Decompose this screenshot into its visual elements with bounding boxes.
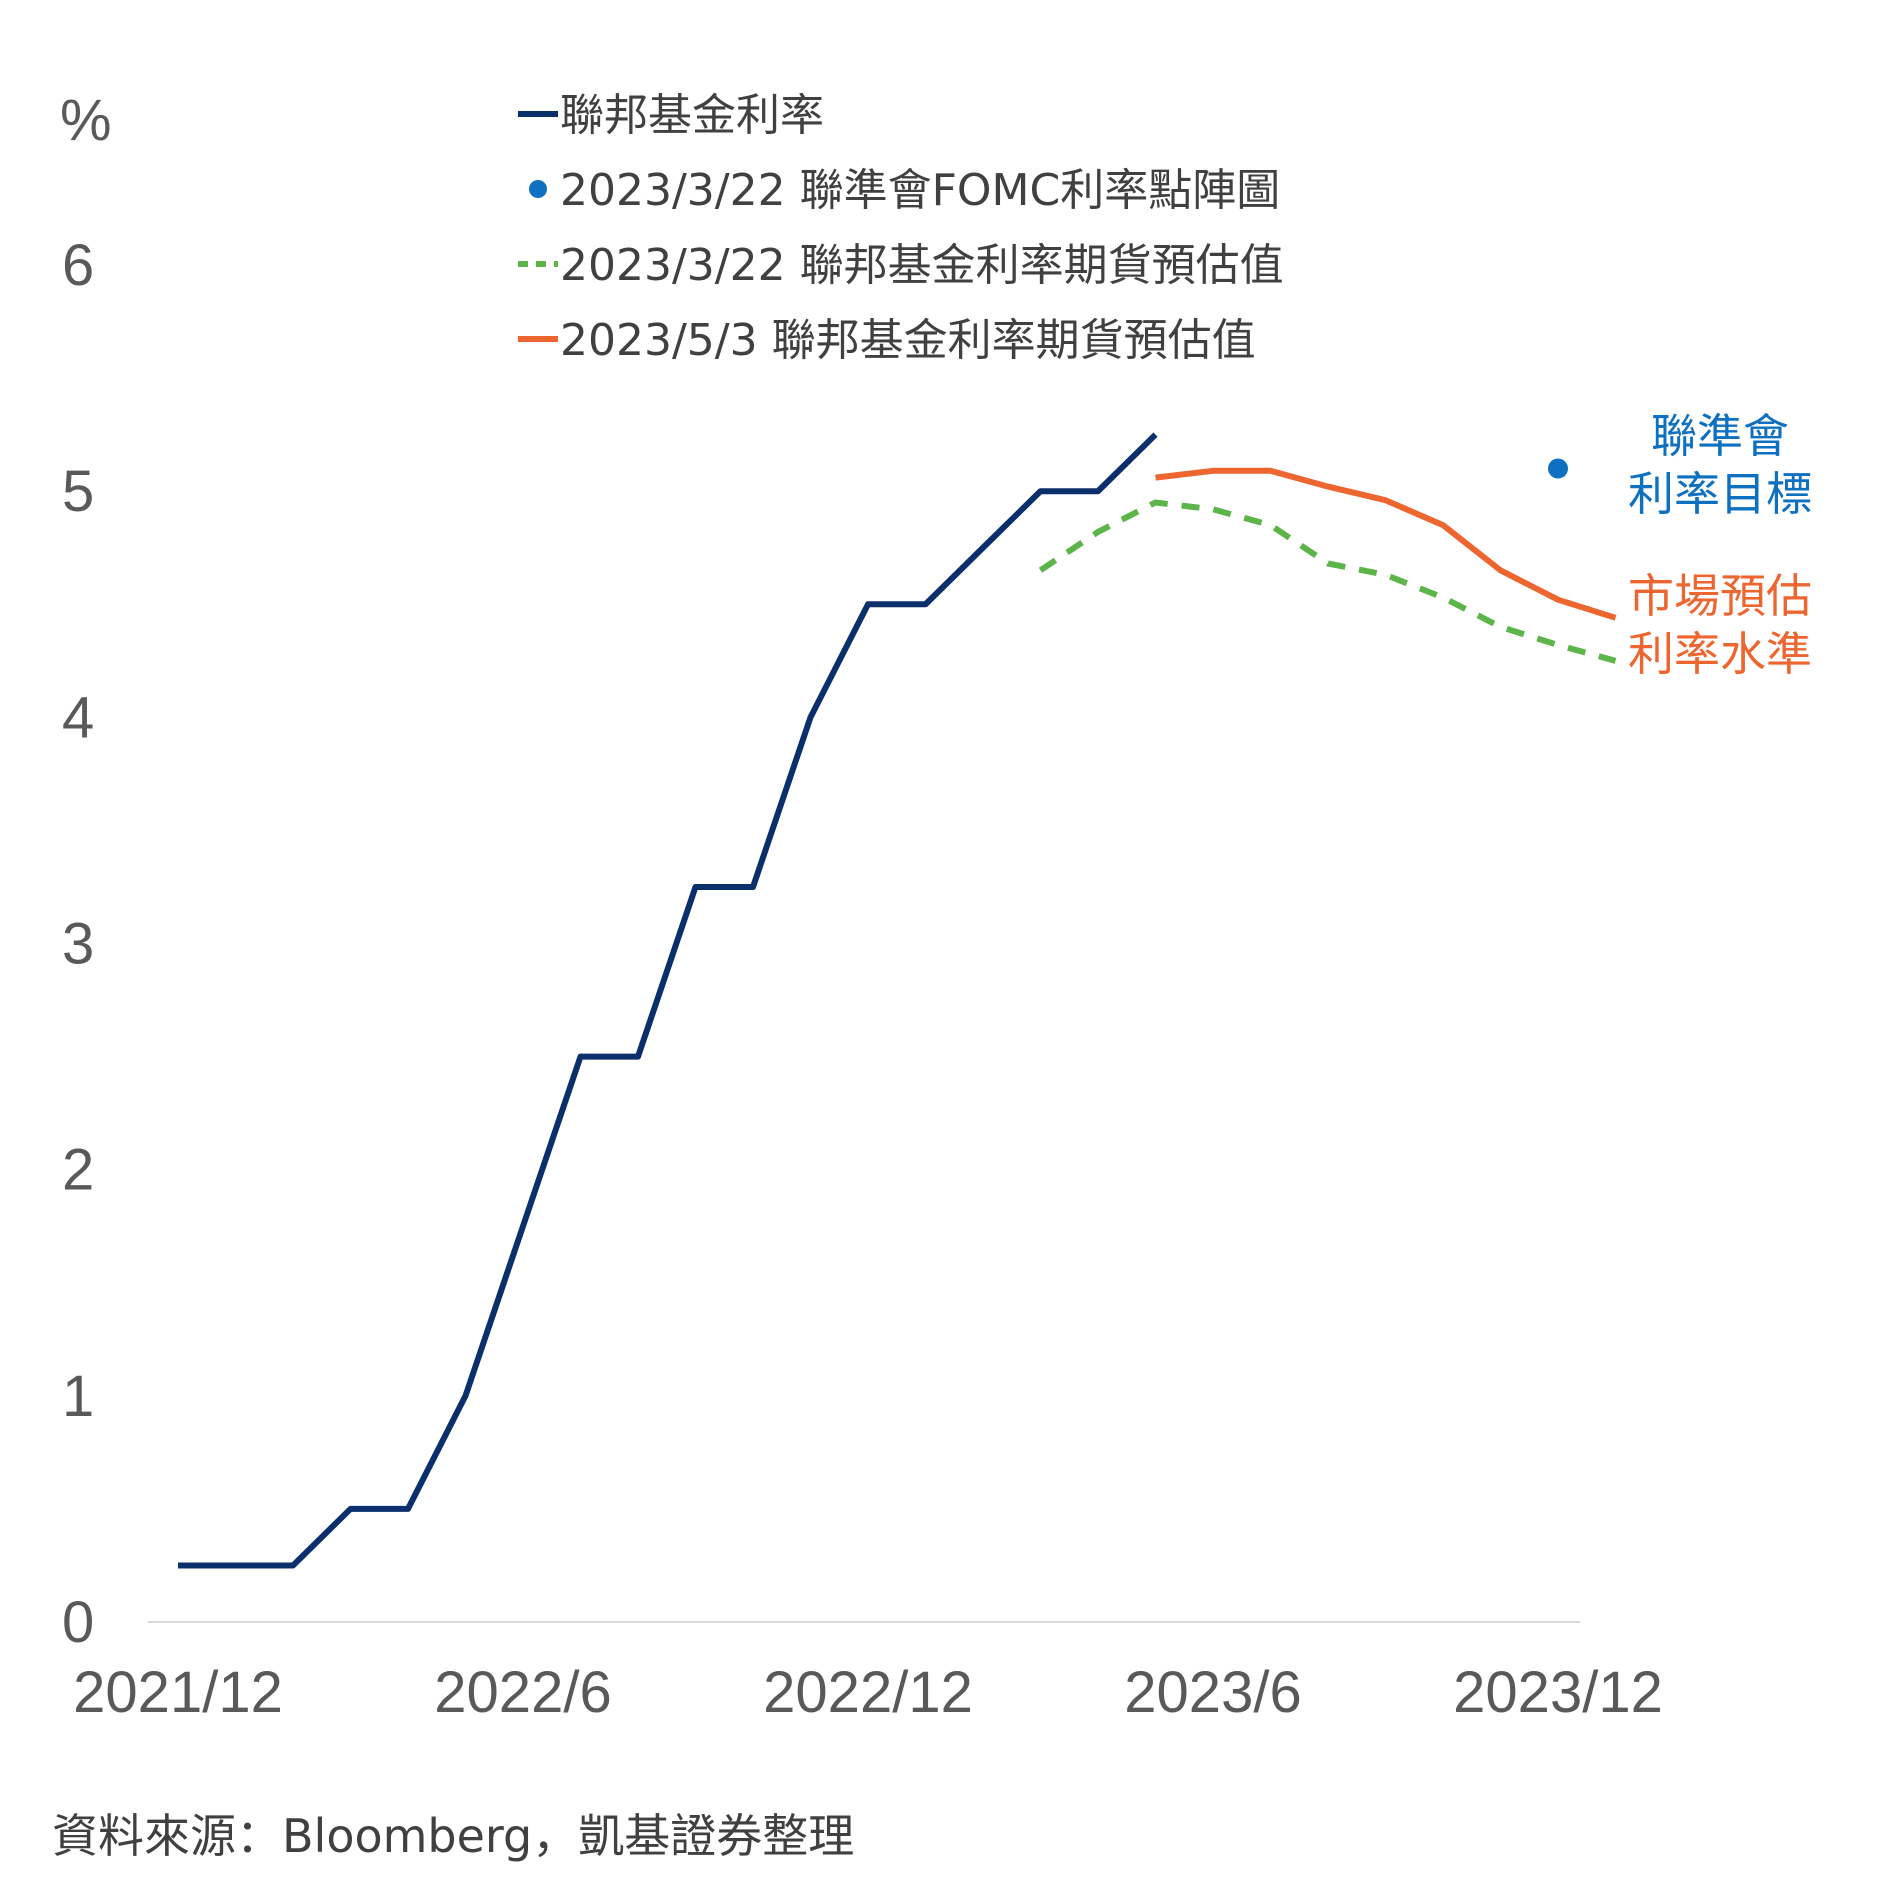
fomc-dot-point bbox=[1548, 458, 1568, 479]
y-axis-unit-label: % bbox=[60, 88, 112, 153]
legend-entry: 2023/3/22 聯邦基金利率期貨預估值 bbox=[560, 240, 1284, 291]
legend-entry: 2023/3/22 聯準會FOMC利率點陣圖 bbox=[560, 165, 1280, 216]
x-tick-label: 2023/12 bbox=[1453, 1660, 1663, 1725]
y-tick-label: 0 bbox=[62, 1590, 94, 1655]
legend: 聯邦基金利率 2023/3/22 聯準會FOMC利率點陣圖 2023/3/22 聯邦… bbox=[518, 90, 1284, 366]
x-tick-label: 2023/6 bbox=[1124, 1660, 1301, 1725]
legend-entry: 2023/5/3 聯邦基金利率期貨預估值 bbox=[560, 315, 1256, 366]
x-axis: 2021/12 2022/6 2022/12 2023/6 2023/12 bbox=[73, 1660, 1663, 1725]
x-tick-label: 2022/12 bbox=[763, 1660, 973, 1725]
y-tick-label: 3 bbox=[62, 912, 94, 977]
y-tick-label: 1 bbox=[62, 1364, 94, 1429]
y-tick-label: 6 bbox=[62, 233, 94, 298]
series-line-3 bbox=[1155, 467, 1617, 621]
y-tick-label: 4 bbox=[62, 685, 94, 750]
source-note: 資料來源：Bloomberg，凱基證券整理 bbox=[52, 1809, 854, 1863]
x-tick-label: 2022/6 bbox=[434, 1660, 611, 1725]
annotation-text: 聯準會 bbox=[1651, 409, 1789, 463]
series-line-2 bbox=[1038, 499, 1617, 664]
annotation-text: 利率目標 bbox=[1628, 467, 1812, 521]
annotation-text: 利率水準 bbox=[1628, 627, 1812, 681]
x-tick-label: 2021/12 bbox=[73, 1660, 283, 1725]
y-tick-label: 5 bbox=[62, 459, 94, 524]
annotation-text: 市場預估 bbox=[1628, 569, 1812, 623]
legend-entry: 聯邦基金利率 bbox=[560, 90, 824, 141]
y-tick-label: 2 bbox=[62, 1138, 94, 1203]
series-layer bbox=[178, 432, 1617, 1569]
series-line-0 bbox=[178, 432, 1158, 1569]
y-axis: 0 1 2 3 4 5 6 bbox=[62, 233, 94, 1655]
legend-marker bbox=[529, 180, 547, 198]
